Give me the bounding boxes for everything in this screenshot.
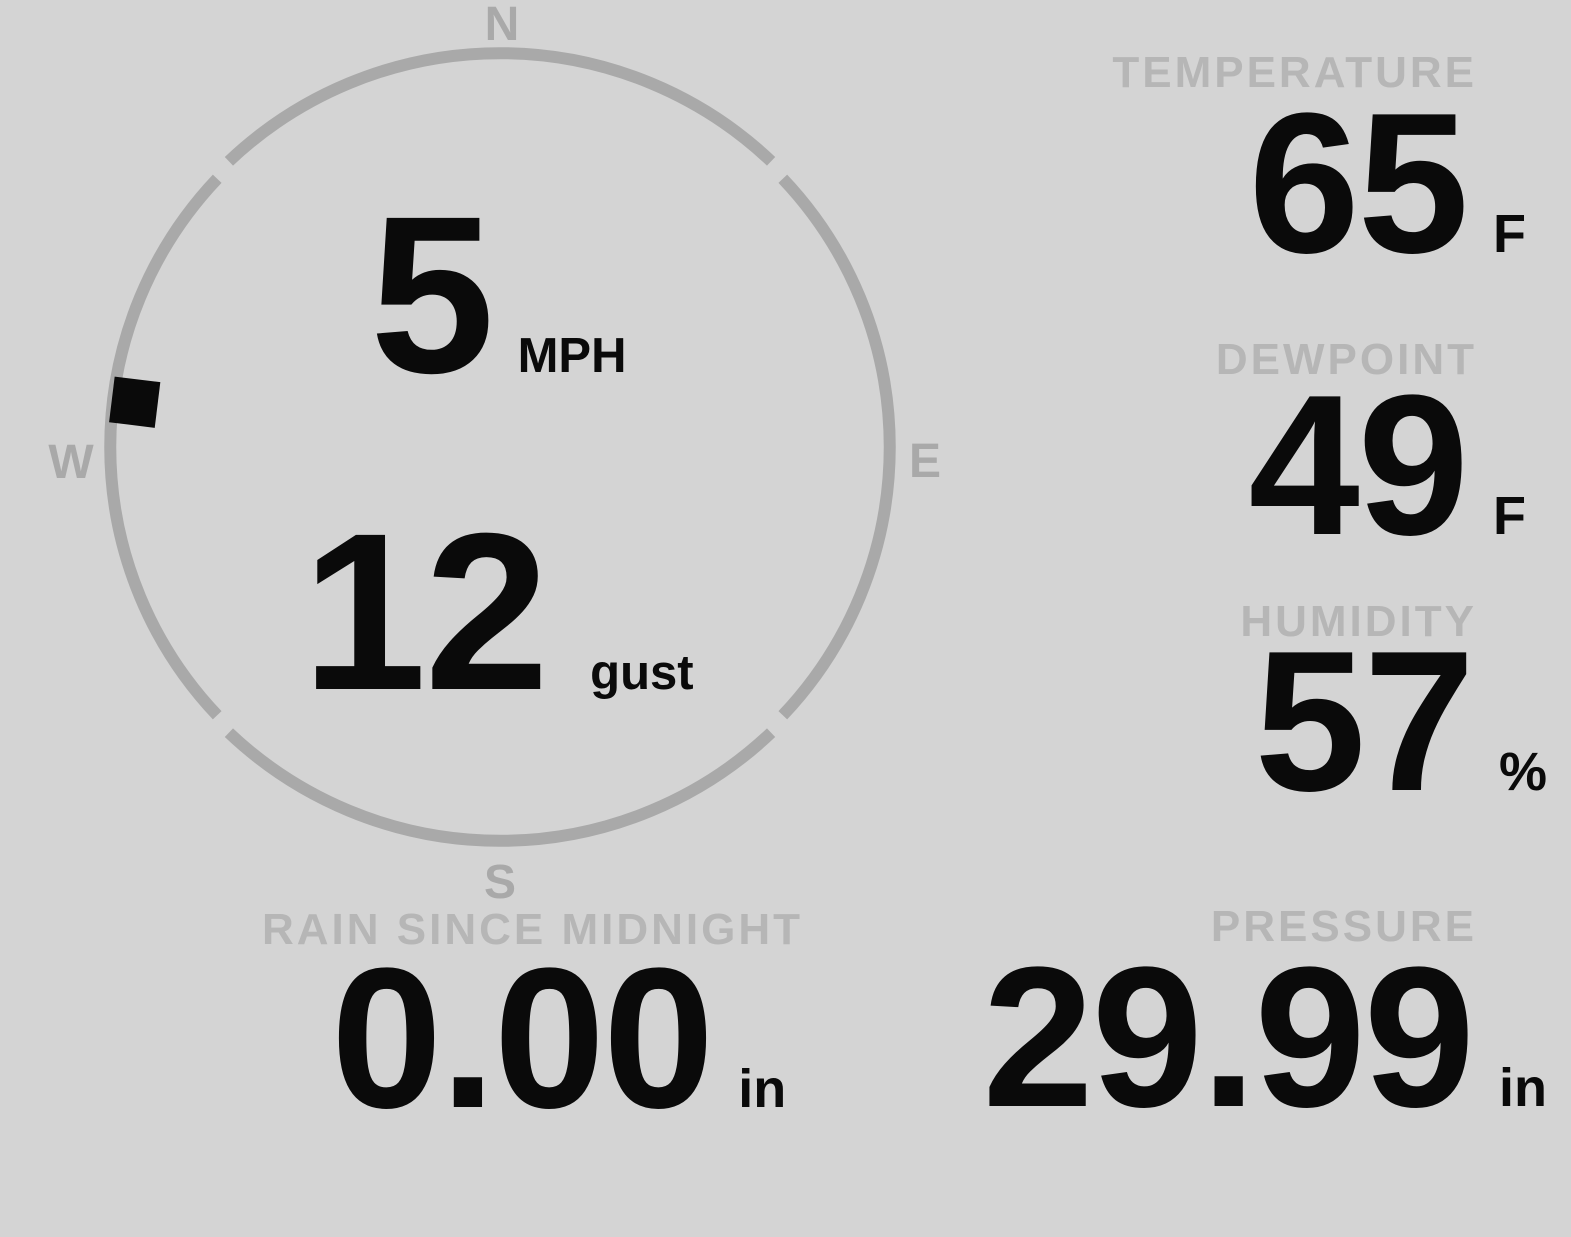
wind-compass: N E S W — [48, 0, 941, 909]
pressure-row: 29.99 in — [983, 938, 1548, 1138]
compass-ring-east-arc — [778, 174, 896, 720]
cardinal-east-label: E — [909, 435, 941, 488]
temperature-label: TEMPERATURE — [1112, 48, 1477, 97]
humidity-unit: % — [1498, 742, 1547, 802]
dewpoint-row: 49 F — [1249, 366, 1526, 566]
dewpoint-unit: F — [1493, 486, 1526, 546]
cardinal-west-label: W — [48, 436, 94, 489]
rain-label: RAIN SINCE MIDNIGHT — [262, 905, 803, 954]
wind-gust-unit: gust — [590, 646, 694, 700]
wind-direction-marker — [109, 376, 161, 428]
wind-gust-row: 12 gust — [302, 500, 694, 724]
rain-value: 0.00 — [331, 927, 714, 1150]
humidity-row: 57 % — [1255, 622, 1547, 822]
pressure-unit: in — [1499, 1058, 1547, 1118]
humidity-label: HUMIDITY — [1240, 597, 1477, 646]
cardinal-north-label: N — [485, 0, 520, 51]
wind-speed-value: 5 — [370, 170, 495, 420]
wind-gust-value: 12 — [302, 487, 549, 737]
wind-speed-row: 5 MPH — [370, 183, 626, 407]
humidity-value: 57 — [1254, 610, 1475, 833]
rain-unit: in — [738, 1059, 787, 1119]
temperature-value: 65 — [1248, 72, 1469, 295]
wind-speed-unit: MPH — [517, 329, 627, 383]
compass-ring — [104, 47, 896, 847]
dewpoint-label: DEWPOINT — [1215, 335, 1477, 384]
pressure-value: 29.99 — [982, 926, 1475, 1149]
compass-ring-west-arc — [104, 174, 222, 720]
cardinal-south-label: S — [484, 856, 516, 909]
compass-cardinals: N E S W — [48, 0, 941, 909]
compass-ring-north-arc — [224, 47, 776, 166]
compass-ring-south-arc — [224, 728, 776, 847]
rain-row: 0.00 in — [331, 939, 786, 1139]
dewpoint-value: 49 — [1248, 354, 1469, 577]
pressure-label: PRESSURE — [1210, 902, 1477, 951]
temperature-row: 65 F — [1249, 84, 1526, 284]
temperature-unit: F — [1493, 204, 1526, 264]
